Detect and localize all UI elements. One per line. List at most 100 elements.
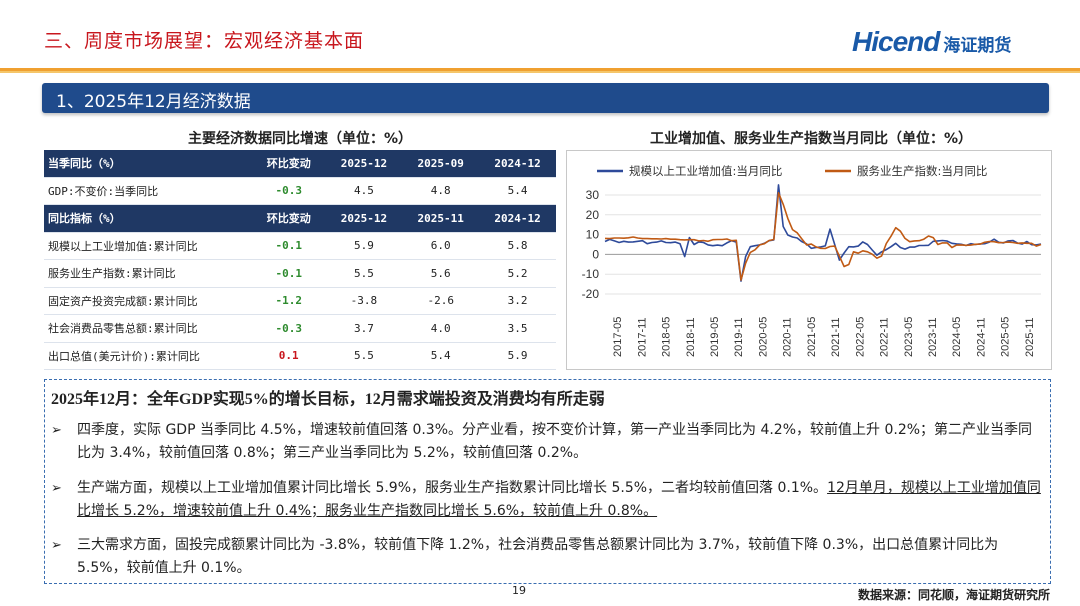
y-tick-label: 20 bbox=[586, 208, 600, 222]
series-line-1 bbox=[604, 191, 1042, 281]
series-line-0 bbox=[604, 184, 1042, 282]
x-tick-label: 2024-05 bbox=[951, 317, 963, 357]
page-header-title: 三、周度市场展望：宏观经济基本面 bbox=[44, 30, 365, 52]
x-tick-label: 2018-11 bbox=[685, 317, 697, 357]
legend-label: 规模以上工业增加值:当月同比 bbox=[629, 164, 782, 178]
change-value: -1.2 bbox=[252, 287, 326, 315]
table-row: 社会消费品零售总额:累计同比 -0.3 3.7 4.0 3.5 bbox=[44, 314, 556, 343]
chart-title: 工业增加值、服务业生产指数当月同比（单位：%） bbox=[649, 131, 973, 147]
x-tick-label: 2024-11 bbox=[975, 317, 987, 357]
header-divider-secondary bbox=[0, 71, 1080, 73]
header-cell: 2025-12 bbox=[325, 204, 403, 233]
chart-svg: 30 20 10 0 -10 -20 2017-05 2017-11 2018-05 2018-1… bbox=[582, 164, 1042, 357]
value-cell: 5.4 bbox=[479, 177, 556, 205]
header-divider bbox=[0, 68, 1080, 71]
value-cell: 6.0 bbox=[402, 232, 480, 260]
table-header-row: 当季同比（%） 环比变动 2025-12 2025-09 2024-12 bbox=[44, 150, 556, 178]
x-tick-label: 2025-11 bbox=[1024, 317, 1036, 357]
bullet-text: 四季度，实际 GDP 当季同比 4.5%，增速较前值回落 0.3%。分产业看，按… bbox=[77, 422, 1033, 461]
line-chart: 30 20 10 0 -10 -20 2017-05 2017-11 2018-05 2018-1… bbox=[566, 150, 1052, 370]
legend-label: 服务业生产指数:当月同比 bbox=[857, 164, 987, 178]
summary-box: 2025年12月：全年GDP实现5%的增长目标，12月需求端投资及消费均有所走弱… bbox=[44, 379, 1051, 584]
x-tick-label: 2021-05 bbox=[806, 317, 818, 357]
logo-chinese: 海证期货 bbox=[943, 36, 1012, 56]
x-tick-label: 2023-11 bbox=[927, 317, 939, 357]
row-label: 规模以上工业增加值:累计同比 bbox=[44, 232, 252, 260]
table-title: 主要经济数据同比增速（单位：%） bbox=[187, 131, 413, 147]
value-cell: 4.8 bbox=[402, 177, 480, 205]
company-logo: Hicend 海证期货 bbox=[852, 26, 1062, 66]
value-cell: 5.5 bbox=[325, 259, 403, 288]
table-row: GDP:不变价:当季同比 -0.3 4.5 4.8 5.4 bbox=[44, 177, 556, 205]
arrow-icon: ➢ bbox=[51, 538, 62, 553]
header-cell: 环比变动 bbox=[252, 150, 326, 178]
change-value: -0.3 bbox=[252, 177, 326, 205]
bullet-text: 三大需求方面，固投完成额累计同比为 -3.8%，较前值下降 1.2%，社会消费品… bbox=[77, 537, 999, 576]
change-value: -0.1 bbox=[252, 232, 326, 260]
y-tick-label: 10 bbox=[586, 228, 600, 242]
x-tick-label: 2020-05 bbox=[757, 317, 769, 357]
value-cell: 3.2 bbox=[479, 287, 556, 315]
value-cell: 3.7 bbox=[325, 314, 403, 343]
header-cell: 同比指标（%） bbox=[44, 204, 252, 233]
y-tick-label: -10 bbox=[582, 267, 600, 281]
value-cell: 5.4 bbox=[402, 342, 480, 370]
x-tick-label: 2018-05 bbox=[661, 317, 673, 357]
change-value: 0.1 bbox=[252, 342, 326, 370]
x-tick-label: 2023-05 bbox=[903, 317, 915, 357]
bullet-production: ➢ 生产端方面，规模以上工业增加值累计同比增长 5.9%，服务业生产指数累计同比… bbox=[51, 477, 1041, 523]
section-banner: 1、2025年12月经济数据 bbox=[42, 83, 1049, 113]
arrow-icon: ➢ bbox=[51, 481, 62, 496]
value-cell: -2.6 bbox=[402, 287, 480, 315]
value-cell: 4.5 bbox=[325, 177, 403, 205]
row-label: 服务业生产指数:累计同比 bbox=[44, 259, 252, 288]
row-label: 固定资产投资完成额:累计同比 bbox=[44, 287, 252, 315]
bullet-text-part: 生产端方面，规模以上工业增加值累计同比增长 5.9%，服务业生产指数累计同比增长… bbox=[77, 480, 828, 496]
x-tick-label: 2017-11 bbox=[636, 317, 648, 357]
value-cell: 5.8 bbox=[479, 232, 556, 260]
y-tick-label: -20 bbox=[582, 287, 600, 301]
bullet-gdp: ➢ 四季度，实际 GDP 当季同比 4.5%，增速较前值回落 0.3%。分产业看… bbox=[51, 419, 1041, 465]
table-header-row: 同比指标（%） 环比变动 2025-12 2025-11 2024-12 bbox=[44, 204, 556, 233]
x-tick-label: 2017-05 bbox=[612, 317, 624, 357]
logo-english: Hicend bbox=[852, 26, 940, 57]
x-tick-label: 2022-05 bbox=[854, 317, 866, 357]
table-row: 固定资产投资完成额:累计同比 -1.2 -3.8 -2.6 3.2 bbox=[44, 287, 556, 315]
source-note: 数据来源：同花顺，海证期货研究所 bbox=[857, 588, 1050, 602]
economic-data-table: 当季同比（%） 环比变动 2025-12 2025-09 2024-12 GDP… bbox=[44, 150, 556, 370]
x-tick-label: 2025-05 bbox=[1000, 317, 1012, 357]
arrow-icon: ➢ bbox=[51, 423, 62, 438]
header-cell: 2025-11 bbox=[402, 204, 480, 233]
header-cell: 2025-09 bbox=[402, 150, 480, 178]
table-row: 出口总值(美元计价):累计同比 0.1 5.5 5.4 5.9 bbox=[44, 342, 556, 370]
change-value: -0.1 bbox=[252, 259, 326, 288]
change-value: -0.3 bbox=[252, 314, 326, 343]
y-tick-label: 0 bbox=[592, 247, 599, 261]
table-row: 规模以上工业增加值:累计同比 -0.1 5.9 6.0 5.8 bbox=[44, 232, 556, 260]
section-title: 1、2025年12月经济数据 bbox=[56, 92, 251, 112]
x-tick-label: 2021-11 bbox=[830, 317, 842, 357]
value-cell: 5.2 bbox=[479, 259, 556, 288]
table-row: 服务业生产指数:累计同比 -0.1 5.5 5.6 5.2 bbox=[44, 259, 556, 288]
header-cell: 当季同比（%） bbox=[44, 150, 252, 178]
row-label: GDP:不变价:当季同比 bbox=[44, 177, 252, 205]
value-cell: 5.9 bbox=[479, 342, 556, 370]
header-cell: 环比变动 bbox=[252, 204, 326, 233]
summary-headline: 2025年12月：全年GDP实现5%的增长目标，12月需求端投资及消费均有所走弱 bbox=[51, 391, 605, 408]
value-cell: 5.6 bbox=[402, 259, 480, 288]
row-label: 社会消费品零售总额:累计同比 bbox=[44, 314, 252, 343]
header-cell: 2025-12 bbox=[325, 150, 403, 178]
bullet-text: 生产端方面，规模以上工业增加值累计同比增长 5.9%，服务业生产指数累计同比增长… bbox=[77, 477, 1041, 523]
value-cell: 5.5 bbox=[325, 342, 403, 370]
value-cell: 4.0 bbox=[402, 314, 480, 343]
x-tick-label: 2019-05 bbox=[709, 317, 721, 357]
x-tick-label: 2022-11 bbox=[879, 317, 891, 357]
value-cell: 3.5 bbox=[479, 314, 556, 343]
bullet-text-underlined: 12月单月，规模以上工业增加值同比增长 5.2%，增速较前值上升 0.4%；服务… bbox=[77, 480, 1041, 519]
header-cell: 2024-12 bbox=[479, 204, 556, 233]
x-tick-label: 2019-11 bbox=[733, 317, 745, 357]
value-cell: -3.8 bbox=[325, 287, 403, 315]
y-tick-label: 30 bbox=[586, 188, 600, 202]
x-tick-label: 2020-11 bbox=[782, 317, 794, 357]
value-cell: 5.9 bbox=[325, 232, 403, 260]
